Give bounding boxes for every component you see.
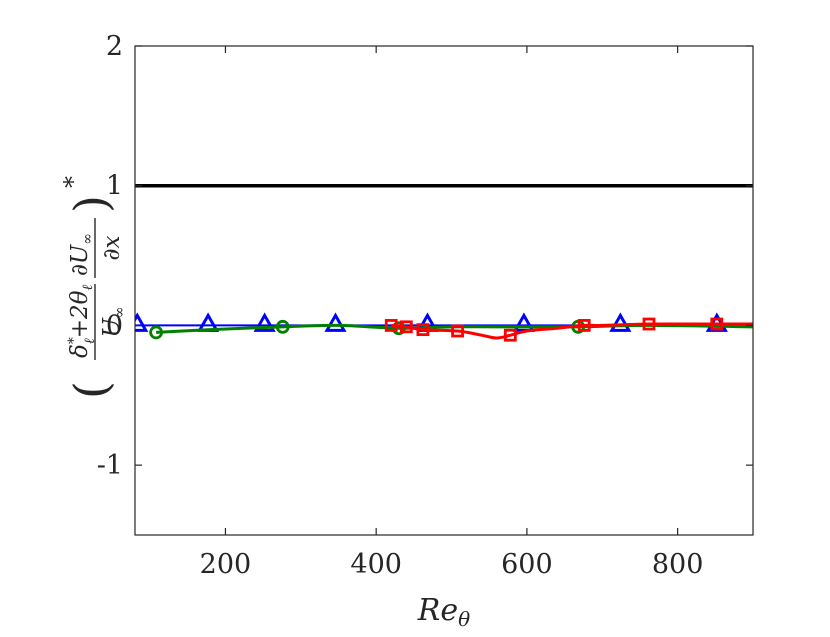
svg-text:U∞: U∞ <box>99 306 128 337</box>
data-point-square <box>642 317 656 331</box>
data-point-square <box>416 323 430 337</box>
data-point-triangle <box>253 312 276 332</box>
data-point-square <box>577 319 591 332</box>
tick-layer: 200 400 600 800 -1 0 1 2 <box>97 31 753 580</box>
svg-text:(: ( <box>64 381 118 399</box>
plot-background <box>135 46 753 535</box>
data-point-square <box>710 317 724 331</box>
plot-frame <box>134 45 754 536</box>
y-axis-title: ( δ*ℓ+2θℓ U∞ ∂U∞ ∂x ) * <box>59 176 128 399</box>
x-tick-label: 400 <box>350 549 402 580</box>
series-layer <box>135 312 753 342</box>
x-tick-label: 200 <box>200 549 252 580</box>
data-point-triangle <box>609 312 632 332</box>
data-point-triangle <box>135 312 149 332</box>
svg-text:∂x: ∂x <box>99 236 125 261</box>
svg-text:∂U∞: ∂U∞ <box>67 233 96 276</box>
data-point-circle <box>275 319 290 334</box>
data-point-circle <box>391 321 406 336</box>
svg-text:δ*ℓ+2θℓ: δ*ℓ+2θℓ <box>66 285 98 358</box>
series-line-square <box>391 322 753 340</box>
svg-text:*: * <box>59 176 87 188</box>
x-axis-title: Reθ <box>417 593 470 631</box>
series-square <box>384 317 753 342</box>
y-tick-label: 2 <box>106 31 123 62</box>
x-tick-label: 600 <box>501 549 553 580</box>
data-point-square <box>451 324 464 338</box>
y-tick-label: 1 <box>106 171 123 202</box>
data-point-triangle <box>324 312 347 332</box>
data-point-circle <box>149 325 164 340</box>
data-point-square <box>384 319 398 332</box>
y-tick-label: 0 <box>106 310 123 341</box>
y-tick-label: -1 <box>97 450 123 481</box>
svg-text:): ) <box>64 195 118 213</box>
x-tick-label: 800 <box>652 549 704 580</box>
data-point-square <box>503 328 517 342</box>
data-point-square <box>399 320 413 334</box>
